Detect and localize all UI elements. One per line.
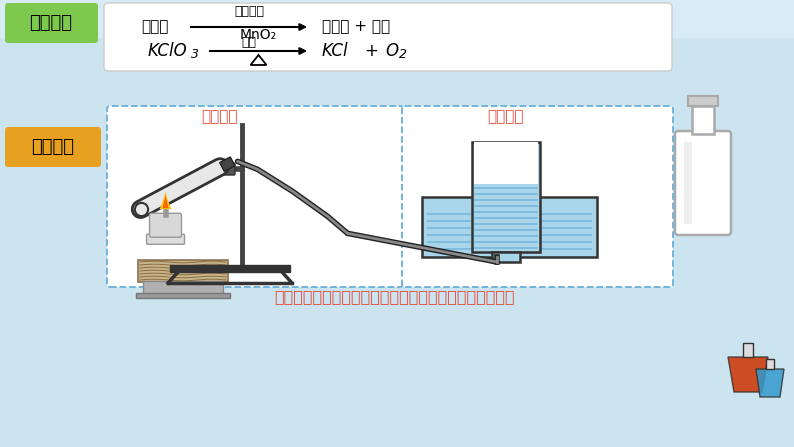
Text: 收集装置: 收集装置 [487,110,523,125]
Text: 二氧化锰: 二氧化锰 [234,5,264,18]
Bar [143,281,223,294]
Bar [766,359,774,369]
Bar [472,142,540,252]
Polygon shape [728,357,768,392]
FancyBboxPatch shape [104,3,672,71]
Bar [688,96,718,106]
Polygon shape [756,369,784,397]
Text: KClO: KClO [148,42,187,60]
Text: +: + [364,42,378,60]
Bar [422,197,597,257]
Bar [692,106,714,134]
Polygon shape [160,191,172,209]
Text: MnO₂: MnO₂ [240,28,277,42]
Text: 氯酸钾: 氯酸钾 [141,20,168,34]
FancyBboxPatch shape [402,106,673,287]
Text: 2: 2 [399,49,407,62]
Text: 反应装置: 反应装置 [202,110,238,125]
FancyBboxPatch shape [149,213,182,237]
Text: 3: 3 [191,49,199,62]
Bar [0,0,794,37]
FancyBboxPatch shape [223,163,235,175]
Text: O: O [385,42,398,60]
Polygon shape [220,157,235,171]
FancyBboxPatch shape [5,3,98,43]
Text: 实验器材：试管、铁架台、酒精灯、导管、集气瓶、水槽: 实验器材：试管、铁架台、酒精灯、导管、集气瓶、水槽 [275,290,515,304]
Bar [492,252,520,262]
Bar [138,260,228,282]
Bar [136,293,230,298]
FancyBboxPatch shape [107,106,403,287]
Text: 氯化钾 + 氧气: 氯化钾 + 氧气 [322,20,390,34]
Text: 实验装置: 实验装置 [32,138,75,156]
Text: KCl: KCl [322,42,349,60]
Text: 加热: 加热 [241,36,256,49]
Text: 实验原理: 实验原理 [29,14,72,32]
FancyBboxPatch shape [147,234,184,244]
FancyBboxPatch shape [675,131,731,235]
Polygon shape [163,195,168,208]
FancyBboxPatch shape [5,127,101,167]
Bar [170,265,290,272]
Bar [684,142,692,224]
Bar [474,142,538,184]
Bar [743,343,753,357]
